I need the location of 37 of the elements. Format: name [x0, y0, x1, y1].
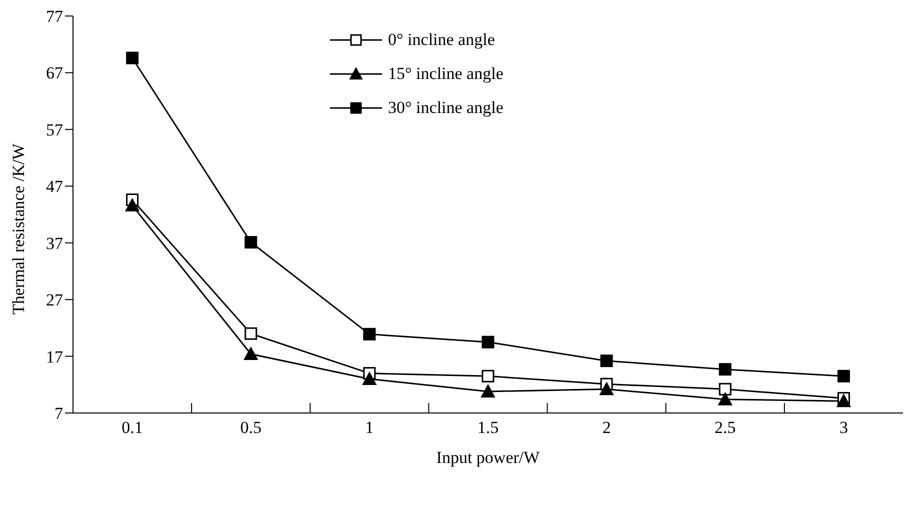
x-tick-label: 0.1 — [122, 418, 143, 437]
x-tick-label: 3 — [839, 418, 848, 437]
point — [482, 370, 494, 382]
point — [125, 198, 140, 212]
legend-label: 30° incline angle — [388, 98, 504, 118]
legend-label: 0° incline angle — [388, 30, 495, 50]
point — [718, 392, 732, 406]
x-tick-label: 1.5 — [477, 418, 499, 437]
y-tick-label: 7 — [54, 404, 64, 424]
point — [481, 384, 495, 398]
y-axis-title: Thermal resistance /K/W — [9, 142, 28, 314]
point — [126, 52, 139, 64]
legend-label: 15° incline angle — [388, 64, 504, 84]
y-tick-label: 67 — [46, 64, 64, 83]
x-tick-label: 1 — [365, 418, 374, 437]
point — [244, 347, 258, 360]
y-tick-label: 57 — [46, 120, 64, 140]
point — [244, 236, 258, 249]
point — [600, 354, 613, 368]
point — [600, 382, 614, 396]
y-tick-label: 77 — [46, 7, 64, 26]
x-tick-label: 2 — [602, 418, 611, 437]
point — [363, 328, 376, 340]
x-tick-label: 2.5 — [714, 418, 736, 437]
x-tick-label: 0.5 — [240, 418, 262, 437]
x-axis-title: Input power/W — [436, 448, 541, 467]
y-tick-label: 27 — [46, 290, 64, 310]
point — [482, 336, 494, 348]
y-tick-label: 47 — [46, 177, 64, 196]
point — [837, 370, 850, 382]
y-tick-label: 17 — [46, 347, 64, 366]
point — [718, 363, 732, 376]
y-tick-label: 37 — [46, 234, 64, 253]
point — [244, 327, 258, 340]
point — [836, 394, 851, 408]
point — [718, 382, 732, 396]
point — [362, 372, 376, 385]
